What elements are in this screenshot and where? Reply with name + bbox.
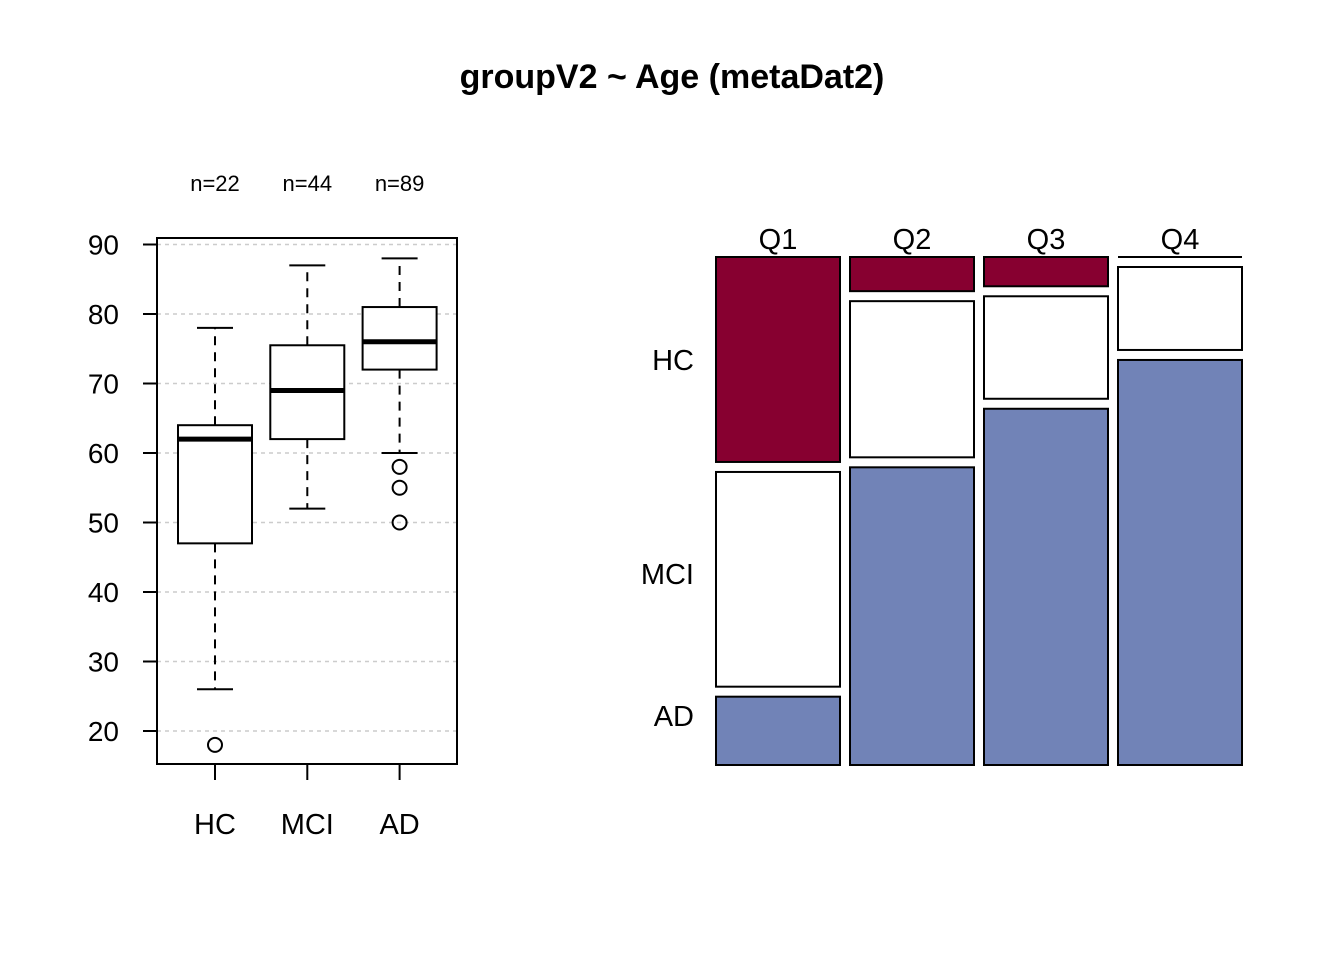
box-ad [361,306,438,371]
x-tick-label: HC [194,809,236,841]
row-label: HC [652,345,694,377]
chart-title: groupV2 ~ Age (metaDat2) [459,58,885,96]
mosaic-cell-hc [715,256,841,463]
y-tick-label: 80 [88,299,119,330]
mosaic-cell-ad [849,466,975,766]
mosaic-cell-hc [849,256,975,293]
column-label: Q3 [1027,224,1066,256]
mosaic-panel: Q1 Q2 Q3 Q4 HC MCI AD [641,224,1243,766]
y-tick-label: 60 [88,438,119,469]
count-label: n=44 [283,171,333,196]
column-label: Q2 [893,224,932,256]
outlier-point [391,458,408,475]
boxplot-panel: 20 30 40 50 60 70 80 90 HC n=22 MCI n=44 AD n=89 [88,171,458,841]
count-label: n=22 [190,171,240,196]
mosaic-cell-ad [1117,358,1243,766]
mosaic-cell-ad [983,407,1109,766]
y-tick-label: 50 [88,508,119,539]
outlier-point [391,479,408,496]
mosaic-cell-mci [715,470,841,688]
mosaic-cell-ad [715,695,841,766]
x-tick-label: MCI [281,809,334,841]
mosaic-cell-mci [1117,266,1243,351]
mosaic-cell-hc [983,256,1109,288]
y-tick-label: 30 [88,647,119,678]
count-label: n=89 [375,171,425,196]
mosaic-cell-mci [983,295,1109,400]
y-tick-label: 70 [88,369,119,400]
y-tick-label: 90 [88,230,119,261]
row-label: AD [654,701,694,733]
y-tick-label: 20 [88,716,119,747]
mosaic-cell-mci [849,300,975,459]
outlier-point [207,736,223,753]
x-tick-label: AD [379,809,419,841]
row-label: MCI [641,559,694,591]
outlier-point [391,514,408,531]
box-hc [177,424,253,545]
column-label: Q1 [759,224,798,256]
y-tick-label: 40 [88,577,119,608]
column-label: Q4 [1161,224,1200,256]
